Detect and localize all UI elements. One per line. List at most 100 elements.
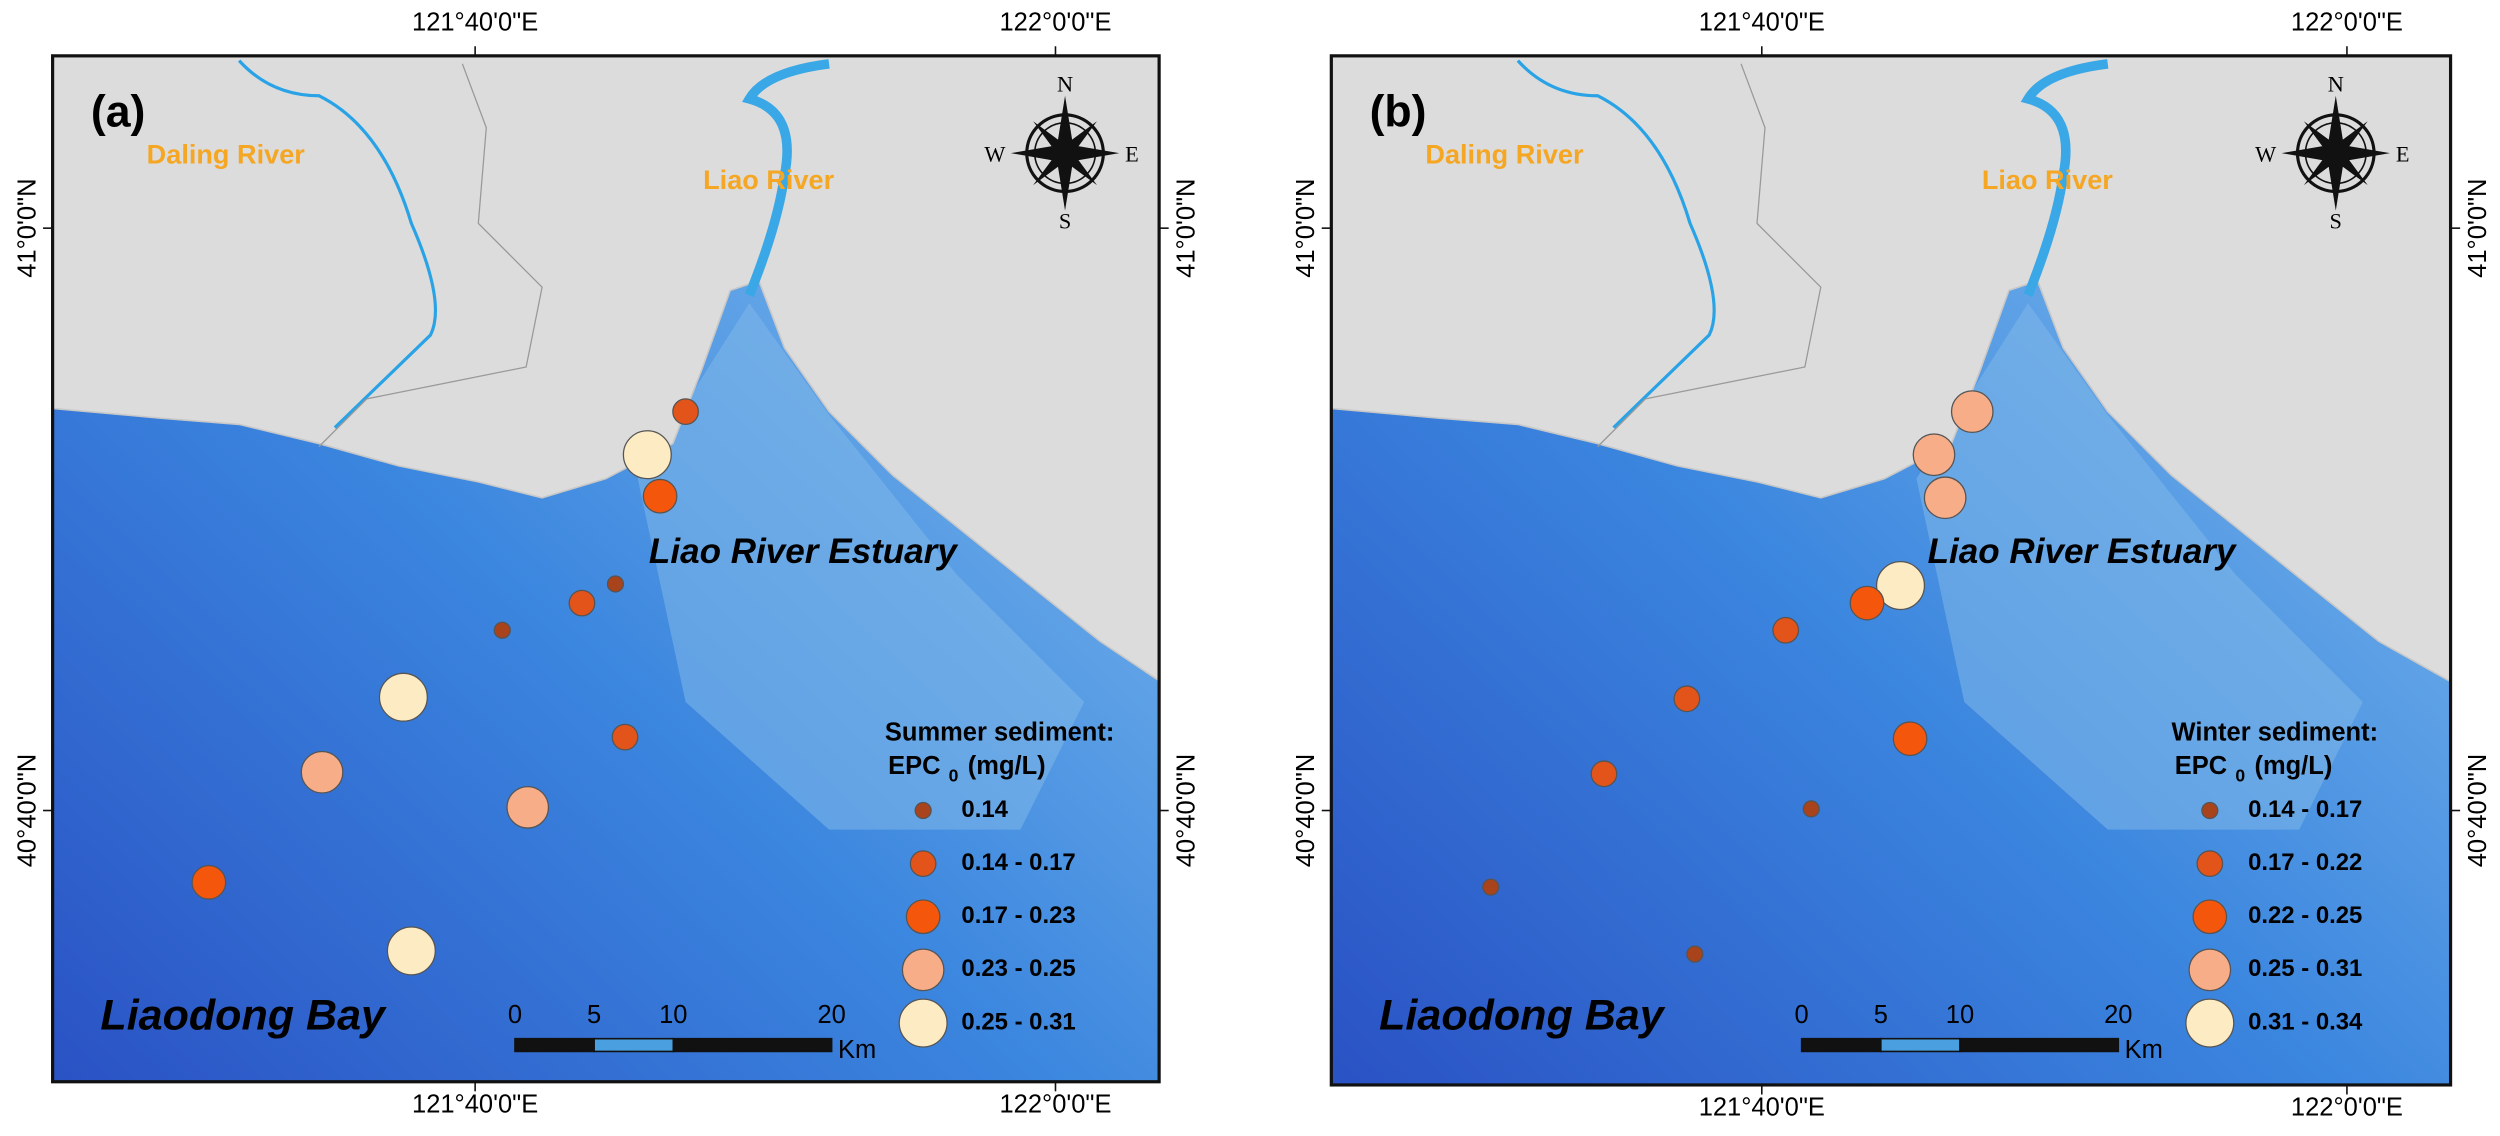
compass-star [1010, 95, 1120, 211]
compass-star [2281, 95, 2390, 211]
compass-e: E [2396, 141, 2410, 166]
map-frame [1329, 54, 2453, 1087]
scale-segment [593, 1037, 675, 1053]
bay-label: Liaodong Bay [100, 991, 387, 1039]
sampling-station [1673, 685, 1701, 713]
latitude-label: 41°0'0"N [2464, 179, 2492, 278]
legend-label: 0.14 - 0.17 [2248, 796, 2362, 823]
estuary-label: Liao River Estuary [1928, 532, 2237, 571]
legend-symbol [905, 899, 941, 935]
scale-label: 5 [1874, 1001, 1888, 1029]
legend-unit: (mg/L) [968, 752, 1046, 780]
sampling-station [191, 864, 227, 900]
legend-label: 0.25 - 0.31 [961, 1008, 1075, 1035]
longitude-label: 122°0'0"E [2291, 1094, 2403, 1122]
legend-label: 0.14 [961, 796, 1008, 823]
legend-label: 0.23 - 0.25 [961, 955, 1075, 982]
longitude-label: 121°40'0"E [412, 9, 538, 37]
legend-quantity: EPC [888, 752, 940, 780]
latitude-label: 40°40'0"N [2464, 754, 2492, 867]
legend-label: 0.31 - 0.34 [2248, 1008, 2363, 1035]
longitude-label: 121°40'0"E [1699, 9, 1825, 37]
sampling-station [1802, 800, 1820, 818]
boundary [318, 63, 543, 448]
compass-s: S [2330, 208, 2342, 233]
sampling-station [1772, 616, 1800, 644]
sampling-station [506, 785, 550, 829]
river-label: Daling River [147, 139, 306, 170]
latitude-label: 41°0'0"N [13, 179, 41, 278]
longitude-label: 122°0'0"E [999, 1090, 1111, 1118]
scale-unit: Km [2125, 1036, 2163, 1064]
map-area [52, 55, 1160, 1082]
scale-label: 10 [1946, 1001, 1974, 1029]
legend-label: 0.17 - 0.23 [961, 902, 1075, 929]
sampling-station [606, 575, 625, 593]
scale-label: 0 [1795, 1001, 1809, 1029]
sampling-station [1590, 760, 1618, 788]
river-label: Liao River [703, 164, 834, 195]
latitude-label: 41°0'0"N [1173, 179, 1201, 278]
map-panel: 121°40'0"E 121°40'0"E 122°0'0"E 122°0'0"E 41… [13, 9, 1200, 1119]
sampling-station [622, 430, 672, 480]
longitude-label: 121°40'0"E [412, 1090, 538, 1118]
compass-w: W [2255, 141, 2277, 166]
scale-unit: Km [838, 1036, 876, 1064]
sampling-station [378, 672, 428, 722]
daling-river [1516, 59, 1716, 429]
latitude-label: 40°40'0"N [1173, 754, 1201, 867]
compass-n: N [1057, 71, 1073, 96]
land [1331, 55, 2451, 683]
land [52, 55, 1160, 682]
map-frame [51, 54, 1161, 1084]
legend-symbol [2192, 899, 2228, 935]
compass-n: N [2328, 71, 2344, 96]
scale-label: 20 [817, 1001, 845, 1029]
latitude-label: 41°0'0"N [1292, 179, 1320, 278]
bay-label: Liaodong Bay [1379, 991, 1666, 1039]
sampling-station [1923, 476, 1967, 520]
legend-symbol [2188, 948, 2232, 992]
legend-symbol [2201, 801, 2219, 820]
boundary [1597, 63, 1822, 448]
legend-quantity: EPC [2175, 752, 2227, 780]
legend-subscript: 0 [2235, 766, 2245, 786]
compass-s: S [1059, 208, 1071, 233]
scale-label: 0 [508, 1001, 522, 1029]
daling-river [237, 59, 437, 429]
sampling-station [300, 750, 344, 794]
river-label: Liao River [1982, 164, 2113, 195]
sampling-station [1875, 560, 1926, 611]
liao-river [2020, 59, 2109, 297]
longitude-label: 122°0'0"E [999, 9, 1111, 37]
legend-symbol [914, 801, 932, 820]
legend-label: 0.17 - 0.22 [2248, 849, 2362, 876]
map-panel: 121°40'0"E 121°40'0"E 122°0'0"E 122°0'0"E 41… [1292, 9, 2492, 1122]
longitude-label: 122°0'0"E [2291, 9, 2403, 37]
legend-symbol [909, 850, 937, 878]
longitude-label: 121°40'0"E [1699, 1094, 1825, 1122]
legend-symbol [2185, 998, 2235, 1048]
sampling-station [611, 723, 639, 751]
scale-segment [514, 1037, 595, 1053]
scale-label: 5 [587, 1001, 601, 1029]
compass-w: W [984, 141, 1006, 166]
sampling-station [568, 589, 596, 617]
sampling-station [1892, 721, 1928, 757]
estuary-label: Liao River Estuary [649, 532, 958, 571]
sampling-station [1950, 390, 1994, 434]
sampling-station [1482, 878, 1500, 896]
liao-river [742, 59, 830, 297]
panel-label: (b) [1370, 88, 1427, 137]
legend-unit: (mg/L) [2254, 752, 2332, 780]
panel-label: (a) [91, 88, 146, 137]
latitude-label: 40°40'0"N [1292, 754, 1320, 867]
scale-label: 10 [659, 1001, 687, 1029]
scale-segment [1959, 1037, 2120, 1053]
sampling-station [493, 621, 511, 639]
sampling-station [642, 478, 678, 514]
shallow-water [1916, 303, 2363, 830]
shallow-water [637, 303, 1085, 830]
legend-label: 0.22 - 0.25 [2248, 902, 2362, 929]
